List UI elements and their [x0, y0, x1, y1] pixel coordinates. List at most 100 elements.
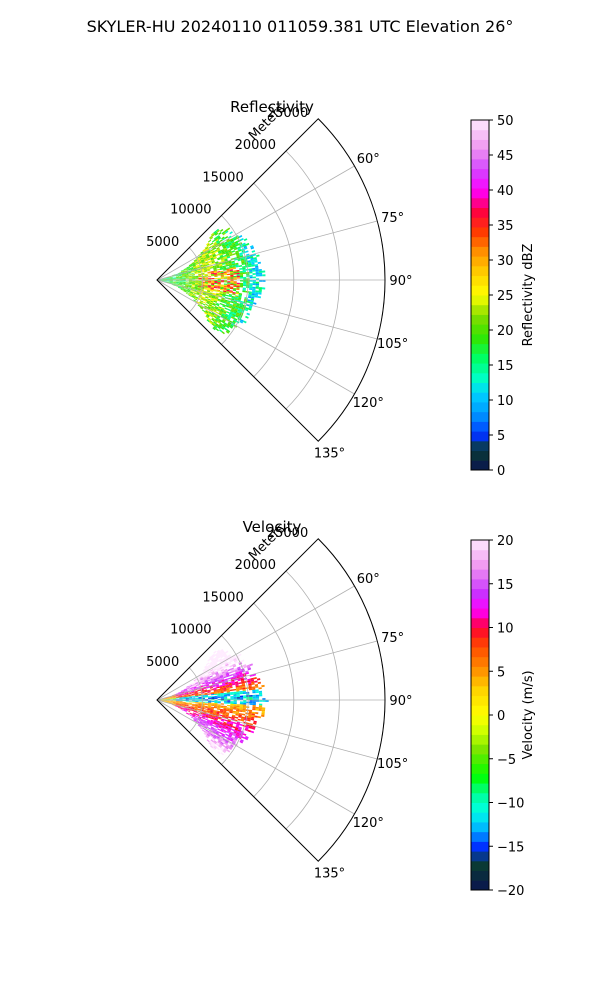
radar-cell	[229, 665, 233, 668]
azimuth-tick-label: 105°	[377, 337, 408, 352]
radar-cell	[238, 654, 242, 657]
colorbar-segment	[471, 383, 489, 393]
radar-cell	[195, 701, 198, 702]
radar-cell	[192, 696, 195, 697]
radar-cell	[262, 274, 265, 276]
radar-cell	[243, 271, 246, 273]
radar-cell	[218, 282, 221, 283]
radar-cell	[243, 733, 247, 736]
radar-cell	[256, 273, 259, 275]
radar-cell	[255, 712, 258, 714]
radar-cell	[240, 273, 243, 275]
radar-cell	[227, 277, 230, 278]
radar-cell	[250, 702, 253, 704]
azimuth-tick-label: 120°	[353, 396, 384, 411]
radar-cell	[211, 698, 214, 699]
radar-cell	[243, 277, 246, 279]
radar-cell	[256, 287, 259, 289]
radar-cell	[221, 278, 224, 279]
radar-cell	[258, 682, 261, 684]
radar-cell	[256, 255, 260, 258]
colorbar-segment	[471, 832, 489, 842]
radar-cell	[197, 712, 200, 714]
radar-cell	[211, 281, 214, 282]
radar-cell	[249, 268, 252, 270]
radar-cell	[252, 268, 255, 270]
radar-cell	[192, 699, 195, 700]
colorbar-segment	[471, 569, 489, 579]
colorbar-segment	[471, 431, 489, 441]
radar-cell	[249, 275, 252, 277]
colorbar-segment	[471, 130, 489, 140]
radar-cell	[224, 719, 227, 721]
radar-cell	[186, 701, 189, 702]
colorbar-segment	[471, 696, 489, 706]
radar-cell	[224, 736, 228, 739]
radar-cell	[221, 285, 224, 286]
radar-cell	[243, 272, 246, 274]
radar-cell	[240, 707, 243, 709]
colorbar-segment	[471, 237, 489, 247]
radar-cell	[186, 699, 189, 700]
radar-cell	[253, 282, 256, 284]
radar-cell	[256, 695, 259, 697]
radar-cell	[214, 702, 217, 703]
radar-cell	[214, 696, 217, 697]
radar-cell	[186, 701, 189, 702]
radar-cell	[221, 694, 224, 695]
radar-cell	[246, 243, 250, 246]
radar-cell	[243, 285, 246, 287]
radar-cell	[240, 276, 243, 278]
colorbar-segment	[471, 744, 489, 754]
radar-cell	[211, 283, 214, 284]
radar-cell	[229, 231, 233, 234]
radar-cell	[228, 669, 232, 672]
radar-cell	[259, 695, 262, 697]
radar-cell	[207, 659, 210, 662]
radar-cell	[233, 708, 236, 710]
colorbar-segment	[471, 412, 489, 422]
colorbar-segment	[471, 812, 489, 822]
radar-cell	[233, 285, 236, 287]
radar-cell	[202, 730, 205, 733]
radar-cell	[254, 716, 258, 718]
radar-cell	[244, 238, 248, 241]
radar-cell	[195, 699, 198, 700]
radar-cell	[218, 232, 221, 235]
colorbar-segment	[471, 589, 489, 599]
radar-cell	[210, 689, 213, 691]
radar-cell	[253, 277, 256, 279]
radar-cell	[256, 707, 259, 709]
radar-cell	[259, 275, 262, 277]
radar-cell	[224, 696, 227, 697]
radar-cell	[209, 263, 212, 265]
azimuth-tick-label: 90°	[389, 694, 412, 709]
radar-cell	[234, 283, 237, 285]
radar-cell	[195, 698, 198, 699]
radar-cell	[188, 706, 191, 707]
radar-cell	[219, 732, 222, 735]
radar-cell	[237, 704, 240, 706]
radar-cell	[240, 286, 243, 288]
radar-cell	[227, 678, 230, 680]
radar-cell	[189, 281, 192, 282]
colorbar-label: Velocity (m/s)	[521, 670, 536, 759]
colorbar-segment	[471, 441, 489, 451]
radar-cell	[262, 287, 265, 289]
radar-cell	[255, 290, 258, 292]
radar-cell	[250, 697, 253, 699]
colorbar-tick-label: −10	[497, 797, 524, 812]
colorbar-tick-label: 35	[497, 219, 514, 234]
radar-cell	[240, 271, 243, 273]
colorbar-segment	[471, 725, 489, 735]
radar-cell	[211, 278, 214, 279]
radar-cell	[208, 702, 211, 703]
radar-cell	[208, 693, 211, 694]
radar-cell	[252, 691, 255, 693]
colorbar-segment	[471, 402, 489, 412]
colorbar-segment	[471, 793, 489, 803]
radar-cell	[210, 675, 213, 677]
radar-cell	[233, 270, 236, 272]
radar-cell	[238, 682, 241, 684]
